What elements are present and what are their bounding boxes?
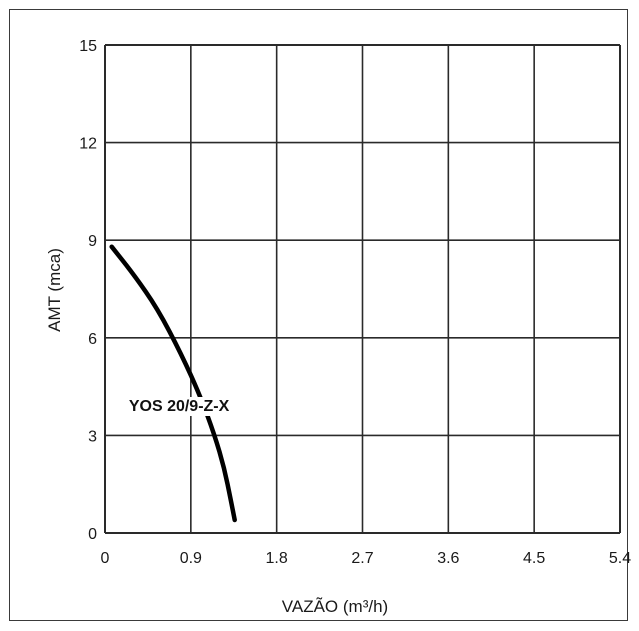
grid-lines [104,44,621,534]
x-tick-label: 3.6 [437,550,459,567]
x-tick-labels: 0 0.9 1.8 2.7 3.6 4.5 5.4 [101,550,632,567]
x-tick-label: 0.9 [180,550,202,567]
y-axis-label: AMT (mca) [45,248,64,332]
x-tick-label: 2.7 [351,550,373,567]
x-axis-label: VAZÃO (m³/h) [282,597,388,616]
y-tick-label: 15 [79,38,97,55]
series-label-background [125,397,233,416]
x-tick-label: 1.8 [266,550,288,567]
y-tick-label: 12 [79,136,97,153]
series-label: YOS 20/9-Z-X [129,398,230,415]
series-group: YOS 20/9-Z-X [109,244,237,523]
x-tick-label: 0 [101,550,110,567]
y-tick-label: 9 [88,233,97,250]
x-tick-label: 4.5 [523,550,545,567]
y-tick-label: 6 [88,331,97,348]
y-tick-label: 3 [88,428,97,445]
series-line [109,244,237,523]
y-tick-labels: 0 3 6 9 12 15 [79,38,97,543]
chart-frame [9,9,628,621]
x-tick-label: 5.4 [609,550,631,567]
y-tick-label: 0 [88,526,97,543]
